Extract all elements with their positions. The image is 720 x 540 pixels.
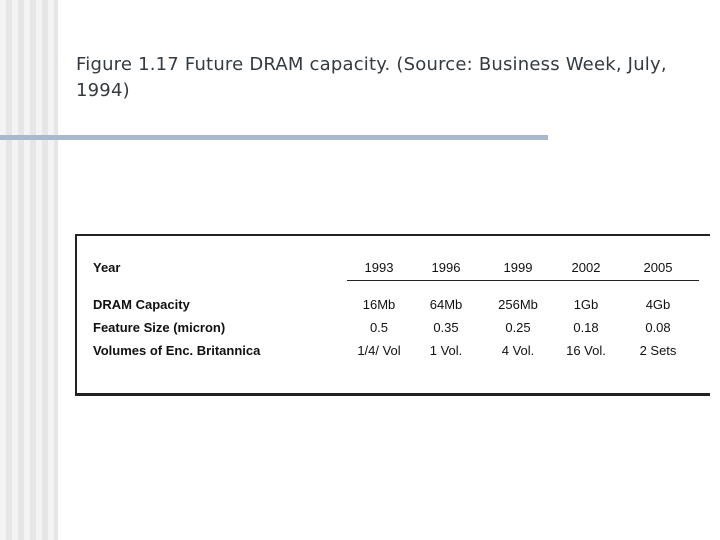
table-cell: 256Mb [498,297,538,312]
year-cell: 2005 [617,254,699,281]
row-label: Volumes of Enc. Britannica [93,343,261,358]
table-cell: 0.5 [369,320,389,335]
table-cell: 16 Vol. [566,343,606,358]
table-cell: 0.18 [573,320,599,335]
left-stripe-decoration [0,0,58,540]
table-cell: 4Gb [645,297,671,312]
year-cell: 1993 [347,254,411,281]
title-divider [0,135,548,140]
table-cell: 64Mb [429,297,463,312]
table-row: Volumes of Enc. Britannica 1/4/ Vol 1 Vo… [93,339,699,362]
year-cell: 2002 [555,254,617,281]
table-cell: 1 Vol. [429,343,463,358]
row-label: Feature Size (micron) [93,320,226,335]
year-cell: 1999 [481,254,555,281]
figure-caption: Figure 1.17 Future DRAM capacity. (Sourc… [76,54,667,101]
table-cell: 0.35 [433,320,459,335]
year-cell: 1996 [411,254,481,281]
table-cell: 16Mb [362,297,396,312]
table-row: Feature Size (micron) 0.5 0.35 0.25 0.18… [93,316,699,339]
table-cell: 2 Sets [639,343,677,358]
table-cell: 1Gb [573,297,599,312]
table-header-row: Year 1993 1996 1999 2002 2005 [93,254,699,281]
table-cell: 0.25 [505,320,531,335]
table-cell: 0.08 [645,320,671,335]
table-row: DRAM Capacity 16Mb 64Mb 256Mb 1Gb 4Gb [93,293,699,316]
row-label: DRAM Capacity [93,297,190,312]
table-cell: 1/4/ Vol [357,343,401,358]
scanned-table-image: Year 1993 1996 1999 2002 2005 DRAM Capac… [75,234,710,396]
dram-capacity-table: Year 1993 1996 1999 2002 2005 DRAM Capac… [93,254,699,362]
year-header: Year [93,259,121,275]
table-cell: 4 Vol. [501,343,535,358]
